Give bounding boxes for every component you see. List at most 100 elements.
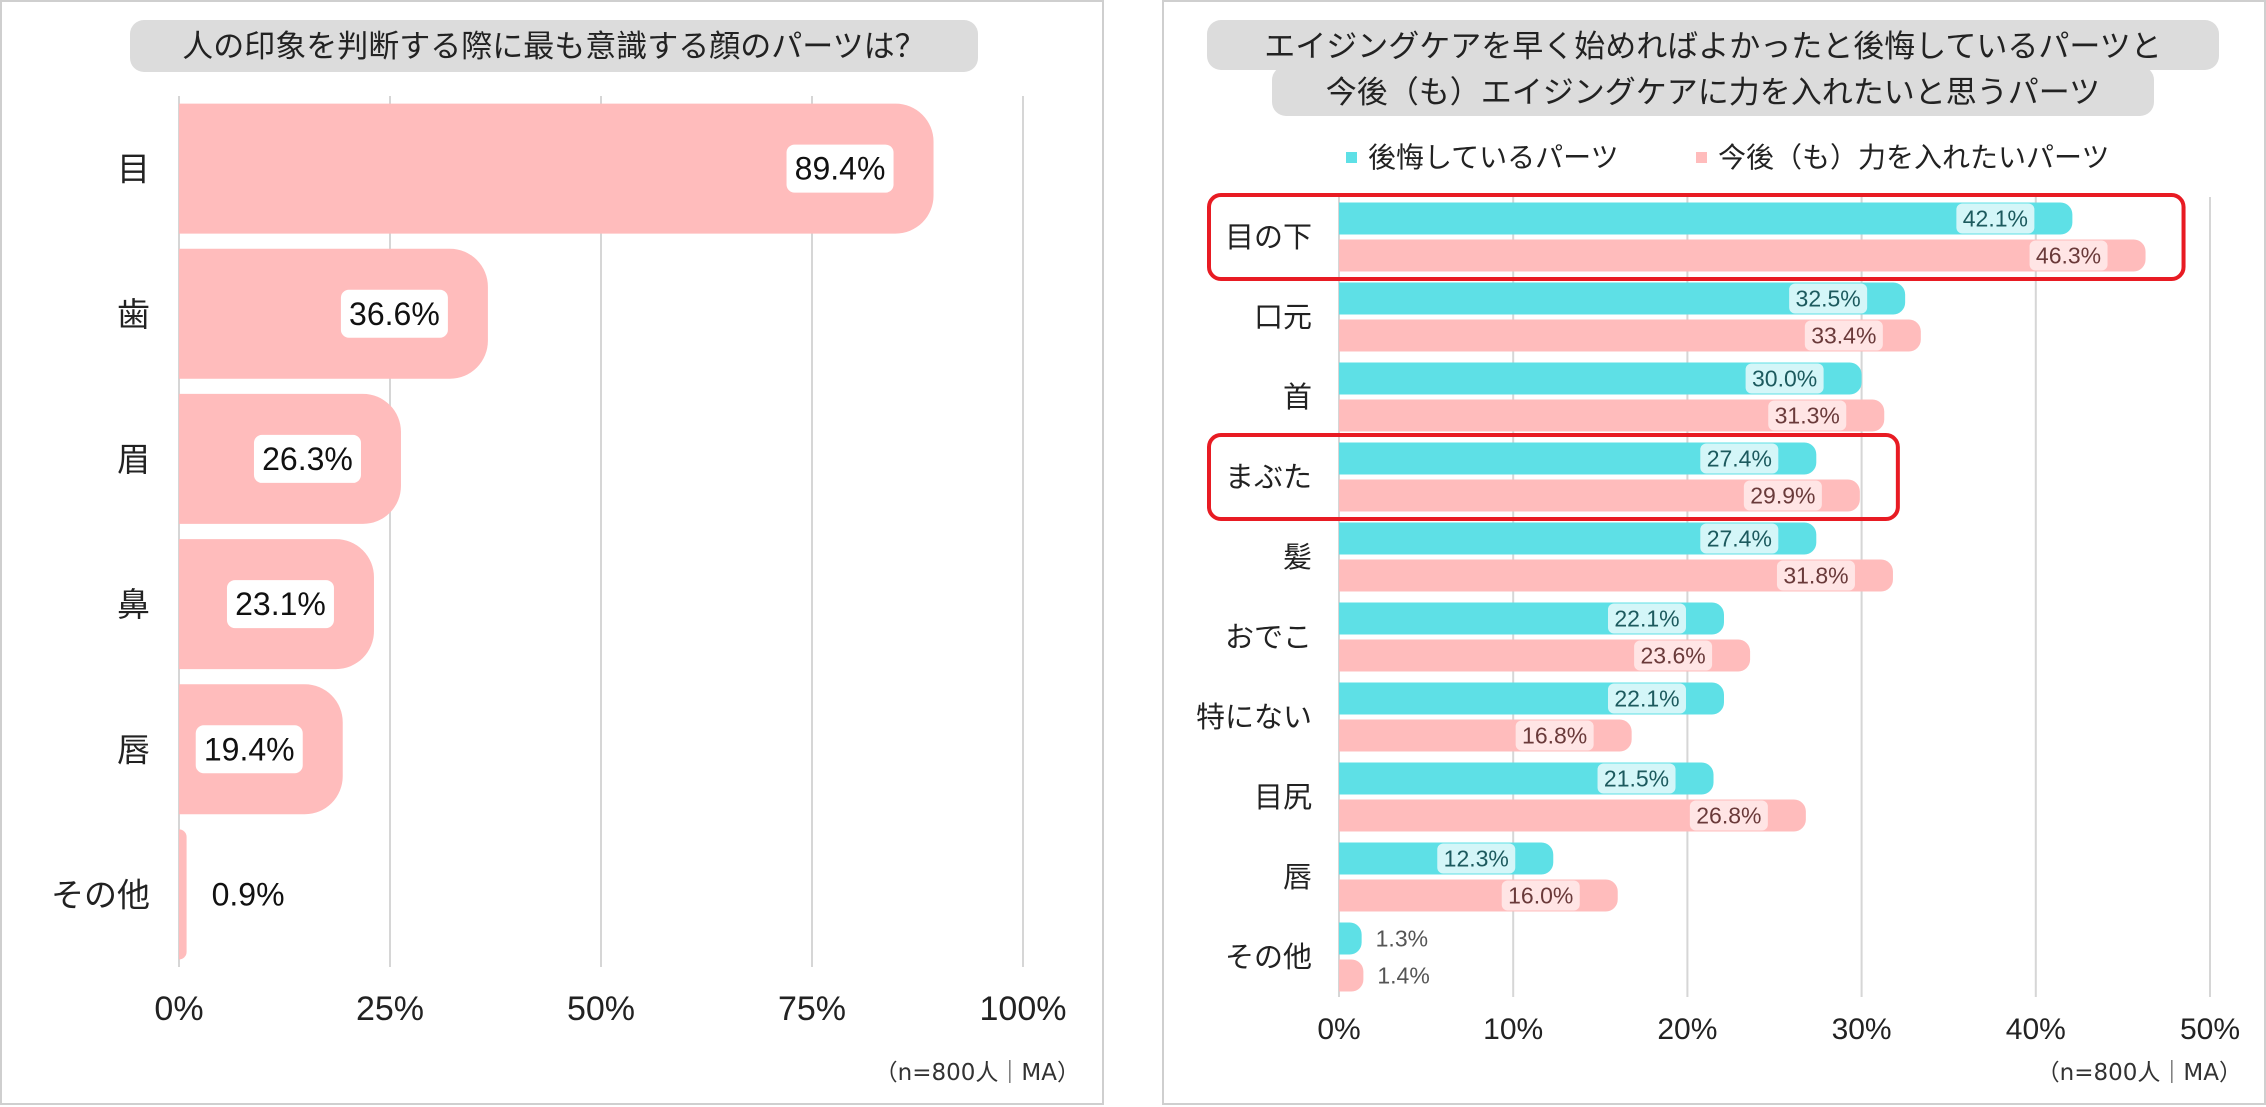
right-value-label-background (1689, 800, 1768, 831)
left-value-label-background (226, 580, 334, 629)
left-category-label: 歯 (117, 295, 150, 334)
right-value-label-background (1607, 683, 1686, 714)
right-category-label: おでこ (1225, 620, 1312, 654)
right-x-tick-label: 20% (1657, 1013, 1717, 1046)
left-category-label: その他 (51, 875, 150, 914)
right-category-label: 口元 (1254, 300, 1312, 334)
right-chart-title-line1: エイジングケアを早く始めればよかったと後悔しているパーツと (1264, 29, 2161, 65)
right-value-label-background (1768, 400, 1847, 431)
right-value-label-background (1789, 283, 1868, 314)
right-category-label: 唇 (1283, 860, 1312, 894)
left-category-label: 唇 (117, 730, 150, 769)
right-value-label-background (1515, 720, 1594, 751)
left-chart: 人の印象を判断する際に最も意識する顔のパーツは？ 目 89.4% 歯 36.6% 眉 26… (51, 20, 1080, 1086)
right-value-label-background (2029, 240, 2108, 271)
right-value-label: 31.3% (1775, 403, 1840, 429)
left-value-label-background (195, 725, 303, 774)
right-value-label-background (1745, 363, 1824, 394)
left-value-label: 19.4% (204, 731, 295, 767)
right-value-label-background (1607, 603, 1686, 634)
left-title-background (130, 20, 978, 72)
right-value-label-background (1956, 203, 2035, 234)
right-bar-future (1339, 959, 1364, 992)
right-value-label: 33.4% (1811, 323, 1876, 349)
right-x-tick-label: 30% (1832, 1013, 1892, 1046)
left-x-tick-label: 25% (356, 990, 424, 1028)
right-value-label: 22.1% (1614, 686, 1679, 712)
right-title-background-line1 (1207, 20, 2219, 70)
right-value-label-background (1700, 523, 1779, 554)
left-category-label: 目 (117, 150, 150, 189)
left-chart-note: （n=800人｜MA） (875, 1060, 1080, 1086)
right-value-label: 21.5% (1604, 766, 1669, 792)
right-chart-panel: エイジングケアを早く始めればよかったと後悔しているパーツと 今後（も）エイジング… (1162, 0, 2266, 1105)
right-value-label: 1.3% (1376, 926, 1428, 952)
left-bar (179, 829, 187, 960)
legend-label: 後悔しているパーツ (1368, 141, 1619, 174)
right-bar-future (1339, 799, 1806, 832)
right-value-label: 32.5% (1796, 286, 1861, 312)
left-bar (179, 103, 934, 234)
left-value-label: 26.3% (262, 441, 353, 477)
right-value-label: 31.8% (1783, 563, 1848, 589)
left-x-tick-label: 50% (567, 990, 635, 1028)
right-value-label-background (1700, 443, 1779, 474)
right-value-label: 29.9% (1750, 483, 1815, 509)
right-category-label: 目の下 (1225, 220, 1312, 254)
left-category-label: 眉 (117, 440, 150, 479)
right-value-label-background (1597, 763, 1676, 794)
right-value-label: 26.8% (1696, 803, 1761, 829)
right-value-label-background (1776, 560, 1855, 591)
highlight-box (1207, 193, 2186, 281)
right-bar-future (1339, 479, 1860, 512)
right-value-label: 30.0% (1752, 366, 1817, 392)
right-x-tick-label: 10% (1483, 1013, 1543, 1046)
left-chart-title: 人の印象を判断する際に最も意識する顔のパーツは？ (182, 29, 925, 65)
right-bar-future (1339, 319, 1921, 352)
left-value-label-background (786, 144, 894, 193)
right-bar-future (1339, 239, 2146, 272)
right-bar-regret (1339, 442, 1817, 475)
right-value-label: 16.8% (1522, 723, 1587, 749)
right-value-label: 16.0% (1508, 883, 1573, 909)
right-bar-regret (1339, 282, 1906, 315)
left-value-label-background (253, 434, 361, 483)
right-x-tick-label: 50% (2180, 1013, 2240, 1046)
right-bar-regret (1339, 522, 1817, 555)
right-value-label: 22.1% (1614, 606, 1679, 632)
right-bar-regret (1339, 202, 2073, 235)
left-chart-panel: 人の印象を判断する際に最も意識する顔のパーツは？ 目 89.4% 歯 36.6% 眉 26… (0, 0, 1104, 1105)
right-bar-regret (1339, 362, 1862, 395)
left-value-label: 0.9% (212, 876, 285, 912)
right-value-label: 23.6% (1641, 643, 1706, 669)
right-category-label: 髪 (1283, 540, 1312, 574)
left-value-label: 36.6% (349, 296, 440, 332)
right-value-label: 46.3% (2036, 243, 2101, 269)
right-value-label: 27.4% (1707, 526, 1772, 552)
legend-swatch (1346, 152, 1357, 163)
right-category-label: 特にない (1196, 700, 1312, 734)
right-category-label: 目尻 (1254, 780, 1312, 814)
right-value-label: 42.1% (1963, 206, 2028, 232)
right-value-label: 27.4% (1707, 446, 1772, 472)
right-bar-regret (1339, 922, 1362, 955)
right-value-label: 12.3% (1444, 846, 1509, 872)
right-value-label-background (1804, 320, 1883, 351)
right-category-label: その他 (1225, 940, 1312, 974)
right-value-label-background (1743, 480, 1822, 511)
right-x-tick-label: 0% (1317, 1013, 1360, 1046)
left-bar (179, 248, 488, 379)
left-x-tick-label: 0% (154, 990, 203, 1028)
right-bar-future (1339, 399, 1885, 432)
right-chart-note: （n=800人｜MA） (2037, 1060, 2242, 1086)
left-value-label-background (340, 289, 448, 338)
highlight-box (1207, 433, 1900, 521)
right-chart: エイジングケアを早く始めればよかったと後悔しているパーツと 今後（も）エイジング… (1196, 20, 2242, 1086)
right-bar-future (1339, 559, 1893, 592)
right-category-label: まぶた (1225, 460, 1312, 494)
right-value-label-background (1501, 880, 1580, 911)
right-category-label: 首 (1283, 380, 1312, 414)
right-value-label-background (1634, 640, 1713, 671)
right-title-background-line2 (1272, 66, 2154, 116)
left-category-label: 鼻 (117, 585, 150, 624)
